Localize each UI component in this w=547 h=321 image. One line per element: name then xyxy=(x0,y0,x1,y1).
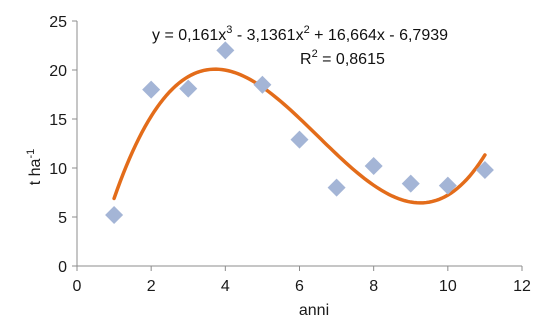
data-point xyxy=(179,79,198,98)
trendline xyxy=(112,67,487,205)
y-tick-label: 15 xyxy=(49,112,67,129)
data-point xyxy=(364,157,383,176)
x-tick-label: 0 xyxy=(73,278,82,295)
data-point xyxy=(105,206,124,225)
data-point xyxy=(401,174,420,193)
data-points xyxy=(105,41,494,225)
x-tick-label: 2 xyxy=(147,278,156,295)
r2-exponent: 2 xyxy=(312,48,318,60)
y-tick-label: 25 xyxy=(49,14,67,31)
data-point xyxy=(327,178,346,197)
x-axis-label: anni xyxy=(299,302,329,319)
x-tick-label: 4 xyxy=(221,278,230,295)
data-point xyxy=(475,160,494,179)
data-point xyxy=(142,80,161,99)
data-point xyxy=(438,176,457,195)
equation-part: - 3,1361x xyxy=(232,27,303,44)
x-tick-label: 8 xyxy=(369,278,378,295)
r2-part: = 0,8615 xyxy=(318,51,385,68)
r2-part: R xyxy=(300,51,312,68)
data-point xyxy=(253,75,272,94)
trendline-equation: y = 0,161x3 - 3,1361x2 + 16,664x - 6,793… xyxy=(152,24,448,44)
y-tick-label: 0 xyxy=(58,259,67,276)
y-tick-label: 20 xyxy=(49,63,67,80)
x-tick-label: 12 xyxy=(513,278,531,295)
equation-exponent: 3 xyxy=(226,24,232,36)
x-axis-ticks: 0 2 4 6 8 10 12 xyxy=(73,266,531,295)
equation-part: y = 0,161x xyxy=(152,27,226,44)
y-tick-label: 10 xyxy=(49,161,67,178)
x-tick-label: 6 xyxy=(295,278,304,295)
y-axis-label-text: t ha xyxy=(27,158,44,185)
data-point xyxy=(216,41,235,60)
y-tick-label: 5 xyxy=(58,210,67,227)
x-tick-label: 10 xyxy=(439,278,457,295)
data-point xyxy=(290,130,309,149)
equation-exponent: 2 xyxy=(304,24,310,36)
equation-part: + 16,664x - 6,7939 xyxy=(310,27,448,44)
y-axis-label: t ha-1 xyxy=(25,149,44,185)
r-squared-label: R2 = 0,8615 xyxy=(300,48,385,68)
y-axis-ticks: 0 5 10 15 20 25 xyxy=(49,14,77,276)
y-axis-label-exponent: -1 xyxy=(25,149,37,159)
